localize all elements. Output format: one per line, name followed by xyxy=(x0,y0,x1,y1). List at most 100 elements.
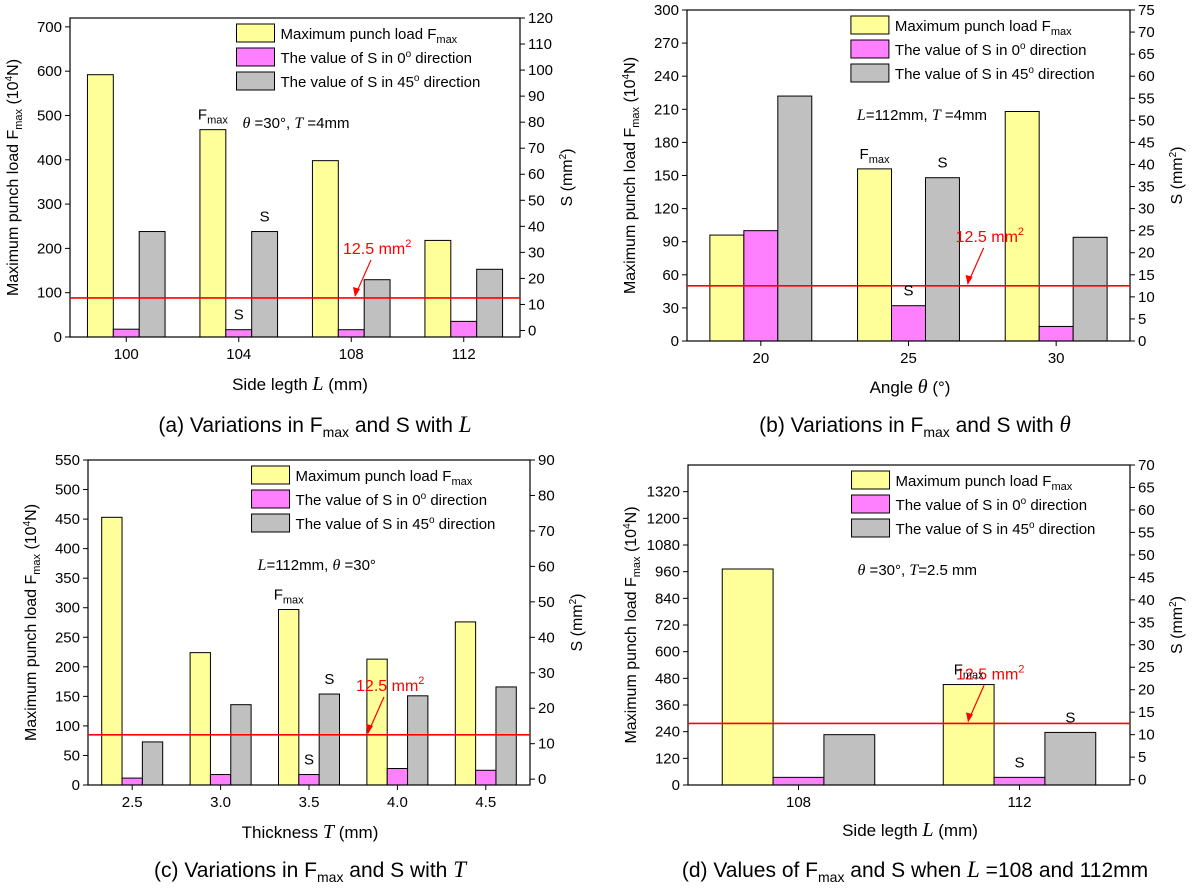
caption-pre: (a) Variations in F xyxy=(158,414,322,437)
y-right-tick-label: 20 xyxy=(1138,682,1155,699)
y-left-tick-label: 300 xyxy=(37,196,62,213)
y-left-tick-label: 960 xyxy=(655,564,680,581)
annotation-var: θ xyxy=(858,562,866,579)
threshold-label: 12.5 mm2 xyxy=(956,226,1024,246)
y-right-tick-label: 110 xyxy=(528,36,552,53)
x-tick-label: 4.0 xyxy=(387,794,408,811)
y-left-tick-label: 840 xyxy=(655,590,680,607)
legend-part: o xyxy=(1020,41,1026,52)
s0-bar xyxy=(112,328,140,338)
x-tick-label: 20 xyxy=(752,350,769,367)
caption-sub: max xyxy=(923,424,949,440)
s45-bar xyxy=(1044,731,1097,786)
y-right-tick-label: 25 xyxy=(1138,223,1155,240)
legend-part: The value of S in 45 xyxy=(895,66,1028,83)
legend-swatch xyxy=(251,489,291,509)
legend-part: Maximum punch load F xyxy=(281,26,437,43)
legend-label: The value of S in 0o direction xyxy=(895,41,1087,59)
threshold-label: 12.5 mm2 xyxy=(956,663,1024,683)
fmax-bar xyxy=(857,168,893,342)
y-right-tick-label: 10 xyxy=(538,736,555,753)
y-right-tick-label: 50 xyxy=(528,192,545,209)
s-marker: S xyxy=(324,671,334,688)
s-marker: S xyxy=(903,283,913,300)
y-right-tick-label: 70 xyxy=(528,140,545,157)
x-label-text: Side legth xyxy=(232,375,312,394)
s-marker: S xyxy=(304,752,314,769)
panel-c: 2.5 3.0 3.5 4.0 4.50501001502002503003504004… xyxy=(22,452,586,885)
x-label-unit: (mm) xyxy=(324,375,368,394)
y-right-tick-label: 35 xyxy=(1138,179,1155,196)
legend-label: Maximum punch load Fmax xyxy=(296,468,473,488)
s0-bar xyxy=(772,776,825,786)
threshold-arrow-head xyxy=(966,712,974,723)
caption-var: L xyxy=(966,857,980,882)
y-left-tick-label: 250 xyxy=(55,629,80,646)
y-right-suffix: ) xyxy=(569,594,586,599)
y-right-tick-label: 5 xyxy=(1138,311,1146,328)
annotation-var2: T xyxy=(294,115,304,132)
legend-part: direction xyxy=(411,50,472,67)
y-right-tick-label: 10 xyxy=(528,296,545,313)
legend-label: The value of S in 45o direction xyxy=(281,73,481,91)
y-right-exp: 2 xyxy=(1168,151,1179,157)
condition-annotation: θ =30°, T =4mm xyxy=(243,115,350,132)
x-tick-label: 112 xyxy=(452,346,476,363)
y-right-tick-label: 0 xyxy=(1138,772,1146,789)
y-right-tick-label: 70 xyxy=(538,523,555,540)
fmax-marker: Fmax xyxy=(860,146,890,166)
caption-sub: max xyxy=(818,869,844,885)
legend-part: The value of S in 0 xyxy=(895,42,1020,59)
s45-bar xyxy=(495,686,517,786)
threshold-arrow-head xyxy=(965,274,973,285)
y-right-tick-label: 40 xyxy=(538,629,555,646)
legend-part: direction xyxy=(1034,66,1095,83)
y-right-prefix: S (mm xyxy=(559,159,576,206)
s0-bar xyxy=(1038,325,1074,342)
fmax-bar xyxy=(721,568,774,786)
y-left-tick-label: 240 xyxy=(654,68,679,85)
s-marker: S xyxy=(1065,709,1075,726)
legend-swatch xyxy=(850,39,890,59)
x-tick-label: 25 xyxy=(900,350,917,367)
annotation-var: L xyxy=(856,107,866,124)
annotation-var: θ xyxy=(243,115,251,132)
condition-annotation: L=112mm, θ =30° xyxy=(257,557,376,574)
fmax-marker-sub: max xyxy=(963,670,984,682)
y-left-tick-label: 500 xyxy=(37,107,62,124)
fmax-marker-letter: F xyxy=(954,662,963,679)
s0-bar xyxy=(475,769,497,786)
caption-var: L xyxy=(458,412,472,437)
y-left-tick-label: 1320 xyxy=(647,484,680,501)
y-right-tick-label: 35 xyxy=(1138,614,1155,631)
threshold-exp: 2 xyxy=(405,238,411,250)
fmax-bar xyxy=(101,516,123,786)
legend-label: The value of S in 0o direction xyxy=(296,491,488,509)
x-label-var: L xyxy=(311,373,323,395)
s0-bar xyxy=(121,777,143,786)
legend-part: direction xyxy=(426,492,487,509)
legend-swatch xyxy=(850,15,890,35)
y-left-tick-label: 360 xyxy=(655,697,680,714)
y-right-exp: 2 xyxy=(1168,601,1179,607)
y-left-tick-label: 600 xyxy=(37,63,62,80)
y-right-tick-label: 40 xyxy=(1138,156,1155,173)
threshold-value: 12.5 mm xyxy=(956,666,1018,683)
y-left-tick-label: 300 xyxy=(654,2,679,19)
s45-bar xyxy=(1072,236,1108,342)
y-left-sub: max xyxy=(13,108,25,129)
s45-bar xyxy=(318,693,340,786)
y-left-tick-label: 720 xyxy=(655,617,680,634)
y-right-tick-label: 70 xyxy=(1138,24,1155,41)
y-left-label: Maximum punch load Fmax (104N) xyxy=(622,506,643,743)
annotation-text: =30°, xyxy=(865,562,909,579)
y-left-unit: (10 xyxy=(5,81,22,109)
y-left-tick-label: 100 xyxy=(37,285,62,302)
y-left-tick-label: 600 xyxy=(655,644,680,661)
legend-label: The value of S in 0o direction xyxy=(896,496,1088,514)
y-right-tick-label: 120 xyxy=(528,10,553,27)
y-left-tick-label: 150 xyxy=(654,168,679,185)
fmax-bar xyxy=(709,234,745,342)
y-left-tick-label: 30 xyxy=(662,300,679,317)
y-right-tick-label: 45 xyxy=(1138,134,1155,151)
